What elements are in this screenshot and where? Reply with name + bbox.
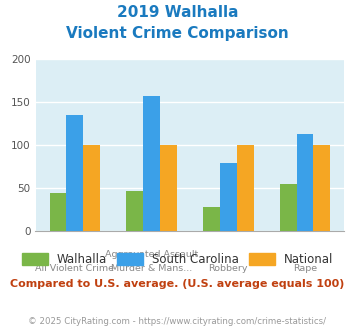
Text: Compared to U.S. average. (U.S. average equals 100): Compared to U.S. average. (U.S. average … bbox=[10, 279, 345, 289]
Text: Robbery: Robbery bbox=[208, 264, 248, 273]
Bar bbox=[280, 184, 296, 231]
Text: 2019 Walhalla: 2019 Walhalla bbox=[117, 5, 238, 20]
Legend: Walhalla, South Carolina, National: Walhalla, South Carolina, National bbox=[17, 248, 338, 271]
Bar bbox=[50, 193, 66, 231]
Bar bbox=[237, 145, 253, 231]
Text: © 2025 CityRating.com - https://www.cityrating.com/crime-statistics/: © 2025 CityRating.com - https://www.city… bbox=[28, 317, 327, 326]
Text: All Violent Crime: All Violent Crime bbox=[36, 264, 114, 273]
Bar bbox=[313, 145, 330, 231]
Text: Murder & Mans...: Murder & Mans... bbox=[111, 264, 192, 273]
Bar bbox=[296, 134, 313, 231]
Bar bbox=[203, 207, 220, 231]
Bar bbox=[160, 145, 177, 231]
Bar bbox=[83, 145, 100, 231]
Text: Violent Crime Comparison: Violent Crime Comparison bbox=[66, 26, 289, 41]
Bar bbox=[143, 96, 160, 231]
Bar bbox=[66, 115, 83, 231]
Text: Aggravated Assault: Aggravated Assault bbox=[105, 250, 198, 259]
Bar bbox=[220, 163, 237, 231]
Text: Rape: Rape bbox=[293, 264, 317, 273]
Bar bbox=[126, 191, 143, 231]
